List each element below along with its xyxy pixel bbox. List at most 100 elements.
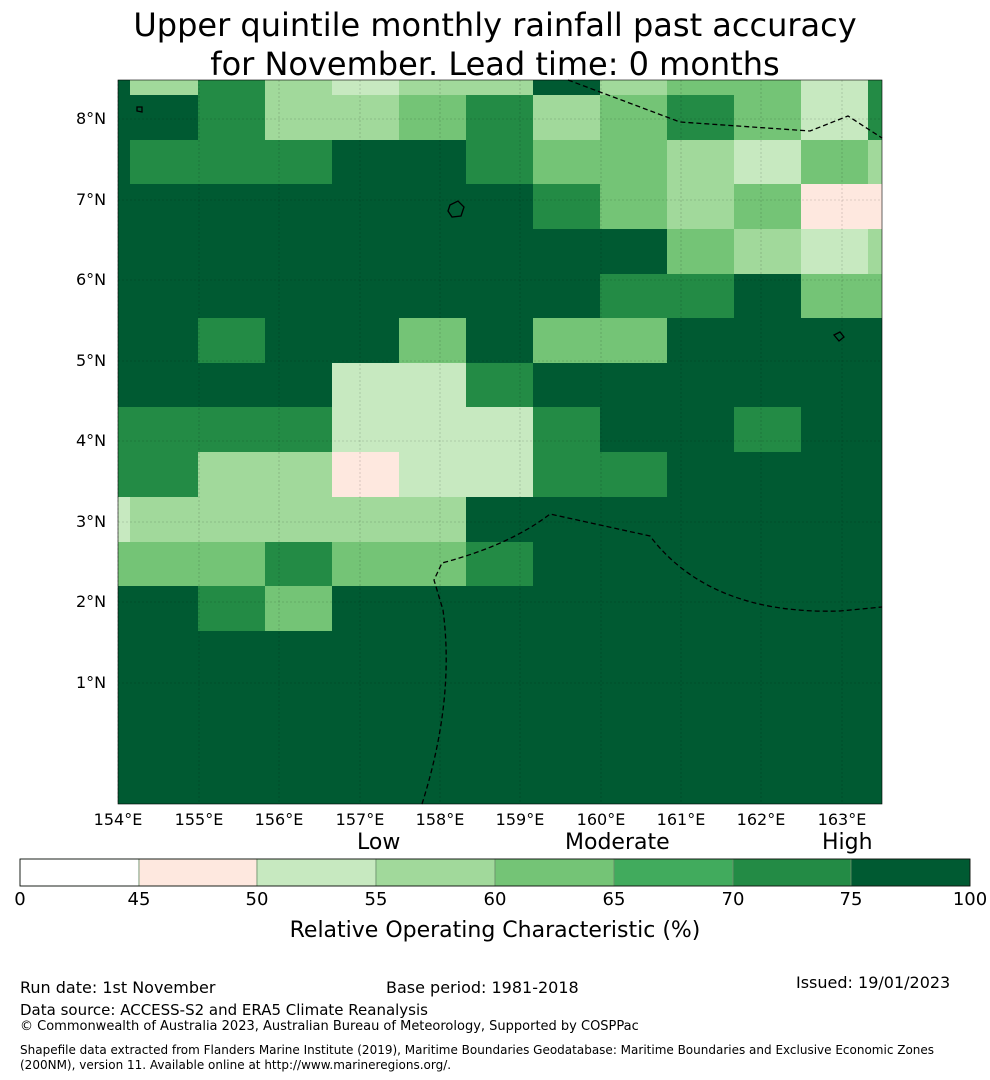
base-period: Base period: 1981-2018 [386, 978, 579, 997]
colorbar-segment [375, 858, 496, 887]
grid-cell [198, 184, 265, 229]
grid-cell [868, 452, 882, 497]
level-moderate: Moderate [565, 830, 670, 855]
grid-cell [801, 586, 868, 631]
grid-cell [466, 497, 533, 542]
grid-cell [533, 318, 600, 363]
grid-cell [667, 542, 734, 586]
grid-cell [801, 229, 868, 274]
grid-cell [801, 363, 868, 407]
longitude-label: 162°E [736, 810, 786, 829]
grid-cell [399, 631, 466, 675]
grid-cell [118, 720, 130, 765]
grid-cell [332, 140, 399, 184]
grid-cell [667, 765, 734, 804]
grid-cell [600, 184, 667, 229]
grid-cell [399, 95, 466, 140]
grid-cell [734, 80, 801, 95]
grid-cell [198, 631, 265, 675]
grid-cell [734, 407, 801, 452]
grid-cell [399, 542, 466, 586]
colorbar-tick-label: 45 [127, 889, 151, 910]
latitude-label: 8°N [76, 109, 107, 128]
grid-cell [600, 631, 667, 675]
grid-cell [399, 586, 466, 631]
grid-cell [265, 184, 332, 229]
grid-cell [533, 765, 600, 804]
grid-cell [801, 274, 868, 318]
grid-cell [600, 497, 667, 542]
grid-cell [868, 675, 882, 720]
grid-cell [198, 452, 265, 497]
colorbar-segment [494, 858, 615, 887]
colorbar-tick-label: 50 [245, 889, 269, 910]
grid-cell [265, 80, 332, 95]
grid-cell [600, 452, 667, 497]
grid-cell [466, 229, 533, 274]
grid-cell [533, 586, 600, 631]
grid-cell [130, 631, 198, 675]
grid-cell [118, 407, 130, 452]
grid-cell [399, 720, 466, 765]
grid-cell [265, 407, 332, 452]
grid-cell [130, 720, 198, 765]
grid-cell [130, 274, 198, 318]
grid-cell [533, 140, 600, 184]
grid-cell [466, 586, 533, 631]
grid-cell [466, 318, 533, 363]
grid-cell [118, 363, 130, 407]
grid-cell [265, 140, 332, 184]
grid-cell [600, 586, 667, 631]
longitude-label: 159°E [495, 810, 545, 829]
colorbar-tick-label: 60 [483, 889, 507, 910]
grid-cell [332, 675, 399, 720]
grid-cell [801, 675, 868, 720]
grid-cell [734, 497, 801, 542]
grid-cell [466, 720, 533, 765]
latitude-label: 1°N [76, 673, 107, 692]
grid-cell [868, 80, 882, 95]
shapefile-credit: Shapefile data extracted from Flanders M… [20, 1043, 935, 1072]
longitude-label: 156°E [254, 810, 304, 829]
grid-cell [667, 80, 734, 95]
grid-cell [198, 407, 265, 452]
grid-cell [265, 229, 332, 274]
grid-cell [600, 274, 667, 318]
grid-cell [533, 497, 600, 542]
latitude-label: 7°N [76, 190, 107, 209]
grid-cell [667, 274, 734, 318]
grid-cell [868, 497, 882, 542]
colorbar-tick-label: 55 [364, 889, 388, 910]
grid-cell [332, 229, 399, 274]
grid-cell [734, 452, 801, 497]
grid-cell [466, 631, 533, 675]
grid-cell [600, 229, 667, 274]
grid-cell [734, 586, 801, 631]
grid-cell [130, 140, 198, 184]
grid-cell [399, 452, 466, 497]
grid-cell [533, 675, 600, 720]
grid-cell [868, 140, 882, 184]
grid-cell [533, 184, 600, 229]
island-outline [447, 200, 465, 218]
grid-cell [265, 363, 332, 407]
grid-cell [801, 95, 868, 140]
grid-cell [667, 363, 734, 407]
colorbar-tick-label: 0 [14, 889, 26, 910]
grid-cell [734, 274, 801, 318]
grid-cell [198, 720, 265, 765]
grid-cell [533, 95, 600, 140]
colorbar-segment [613, 858, 734, 887]
data-source: Data source: ACCESS-S2 and ERA5 Climate … [20, 1001, 428, 1019]
grid-cell [667, 184, 734, 229]
grid-cell [667, 452, 734, 497]
grid-cell [198, 586, 265, 631]
grid-cell [734, 542, 801, 586]
grid-cell [868, 274, 882, 318]
grid-cell [130, 586, 198, 631]
grid-cell [399, 765, 466, 804]
grid-cell [198, 140, 265, 184]
grid-cell [130, 184, 198, 229]
grid-cell [734, 184, 801, 229]
grid-cell [466, 675, 533, 720]
